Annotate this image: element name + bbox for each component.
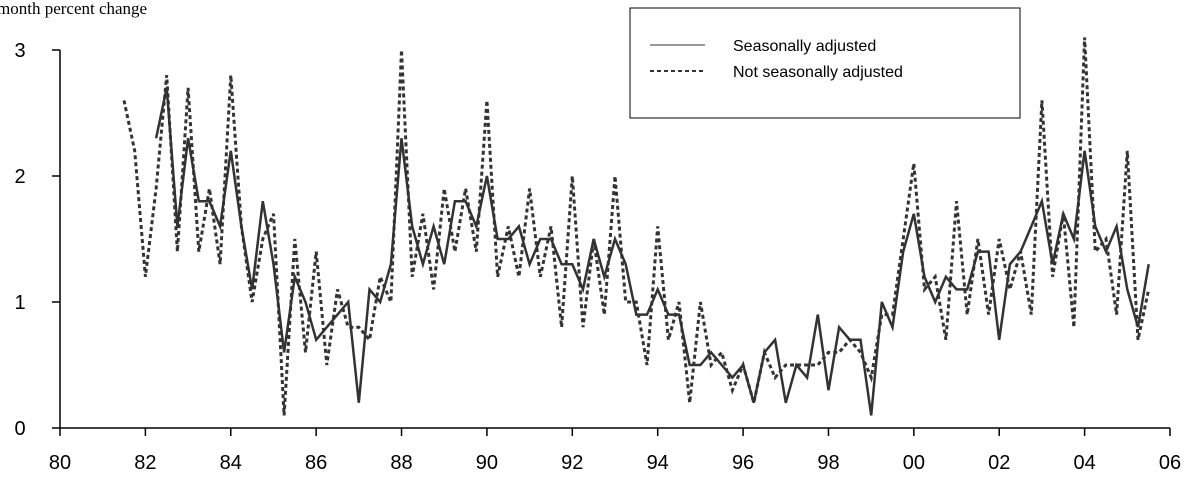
legend-label: Not seasonally adjusted	[733, 64, 903, 81]
x-tick-label: 82	[134, 452, 156, 474]
chart-title: month percent change	[0, 0, 147, 18]
series-line	[122, 37, 1151, 416]
x-tick-label: 96	[732, 452, 754, 474]
legend-label: Seasonally adjusted	[733, 38, 876, 55]
series-line	[154, 87, 1150, 416]
x-tick-label: 00	[903, 452, 925, 474]
x-tick-label: 92	[561, 452, 583, 474]
x-tick-label: 88	[390, 452, 412, 474]
y-tick-label: 3	[14, 40, 25, 62]
x-tick-label: 06	[1159, 452, 1181, 474]
x-tick-label: 80	[49, 452, 71, 474]
y-tick-label: 2	[14, 166, 25, 188]
x-tick-label: 86	[305, 452, 327, 474]
x-tick-label: 02	[988, 452, 1010, 474]
legend-box	[629, 7, 1021, 119]
y-tick-label: 0	[14, 418, 25, 440]
x-tick-label: 90	[476, 452, 498, 474]
y-tick-label: 1	[14, 292, 25, 314]
x-tick-label: 84	[220, 452, 242, 474]
x-tick-label: 94	[647, 452, 669, 474]
x-tick-label: 04	[1073, 452, 1095, 474]
x-tick-label: 98	[817, 452, 839, 474]
